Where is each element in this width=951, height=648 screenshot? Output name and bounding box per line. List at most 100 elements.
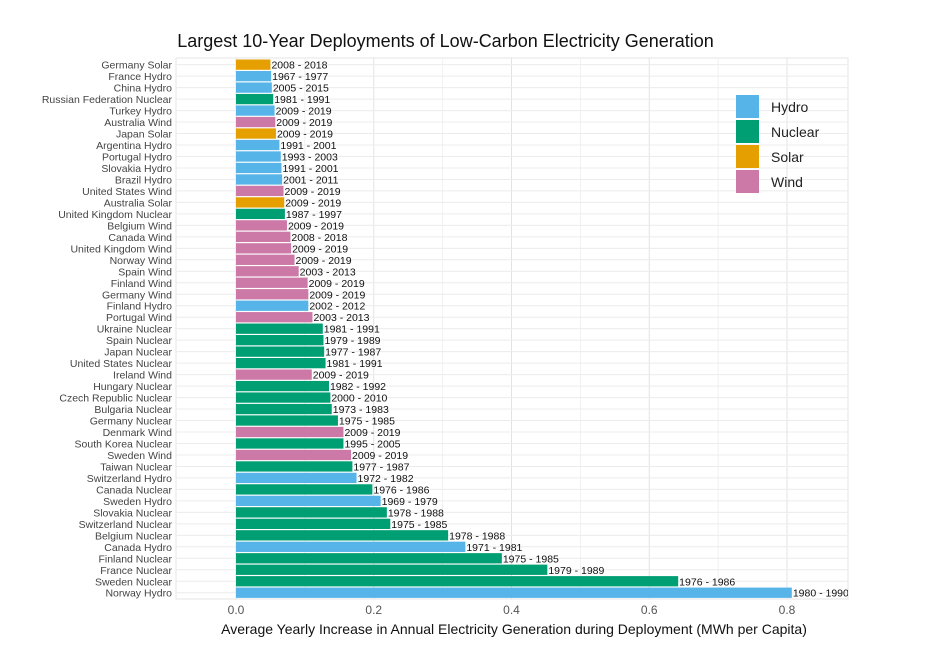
y-tick-label-china-hydro: China Hydro xyxy=(114,83,173,95)
bar-spain-wind xyxy=(236,266,299,277)
bar-finland-wind xyxy=(236,277,308,288)
period-label-france-hydro: 1967 - 1977 xyxy=(272,71,328,83)
bar-norway-hydro xyxy=(236,587,792,598)
bar-bulgaria-nuclear xyxy=(236,403,332,415)
y-tick-label-russian-federation-nuclear: Russian Federation Nuclear xyxy=(42,94,173,106)
y-tick-label-slovakia-hydro: Slovakia Hydro xyxy=(101,163,172,175)
y-tick-label-finland-wind: Finland Wind xyxy=(111,278,172,290)
period-label-taiwan-nuclear: 1977 - 1987 xyxy=(353,461,409,473)
y-tick-label-taiwan-nuclear: Taiwan Nuclear xyxy=(100,461,172,473)
y-tick-label-czech-republic-nuclear: Czech Republic Nuclear xyxy=(59,393,172,405)
period-label-japan-nuclear: 1977 - 1987 xyxy=(325,347,381,359)
bar-argentina-hydro xyxy=(236,139,280,151)
period-label-denmark-wind: 2009 - 2019 xyxy=(344,427,400,439)
y-tick-label-canada-wind: Canada Wind xyxy=(108,232,172,244)
legend-swatch-solar xyxy=(736,145,759,168)
period-label-portugal-hydro: 1993 - 2003 xyxy=(282,151,338,163)
period-label-france-nuclear: 1979 - 1989 xyxy=(548,565,604,577)
x-tick-label: 0.4 xyxy=(503,603,520,617)
period-label-portugal-wind: 2003 - 2013 xyxy=(313,312,369,324)
legend-item-hydro: Hydro xyxy=(736,94,836,119)
y-tick-label-united-kingdom-wind: United Kingdom Wind xyxy=(70,243,172,255)
period-label-hungary-nuclear: 1982 - 1992 xyxy=(330,381,386,393)
period-label-china-hydro: 2005 - 2015 xyxy=(273,83,329,95)
y-tick-label-france-hydro: France Hydro xyxy=(108,71,172,83)
chart-title: Largest 10-Year Deployments of Low-Carbo… xyxy=(177,31,714,51)
legend-label-hydro: Hydro xyxy=(771,98,809,115)
bar-china-hydro xyxy=(236,82,272,93)
period-label-slovakia-nuclear: 1978 - 1988 xyxy=(388,507,444,519)
bar-sweden-wind xyxy=(236,449,352,461)
bar-japan-nuclear xyxy=(236,346,325,357)
legend-item-wind: Wind xyxy=(736,169,836,194)
y-tick-label-brazil-hydro: Brazil Hydro xyxy=(115,174,172,186)
period-label-australia-solar: 2009 - 2019 xyxy=(285,197,341,209)
x-tick-labels: 0.0 0.2 0.4 0.6 0.8 xyxy=(228,603,796,617)
bar-czech-republic-nuclear xyxy=(236,392,331,403)
bar-united-kingdom-nuclear xyxy=(236,208,285,220)
period-label-norway-hydro: 1980 - 1990 xyxy=(793,588,849,600)
y-tick-label-south-korea-nuclear: South Korea Nuclear xyxy=(75,438,173,450)
bar-slovakia-nuclear xyxy=(236,507,387,518)
period-label-finland-hydro: 2002 - 2012 xyxy=(309,301,365,313)
period-label-finland-wind: 2009 - 2019 xyxy=(309,278,365,290)
y-tick-label-portugal-hydro: Portugal Hydro xyxy=(102,151,172,163)
bar-australia-solar xyxy=(236,197,285,208)
legend-item-solar: Solar xyxy=(736,144,836,169)
period-label-united-kingdom-nuclear: 1987 - 1997 xyxy=(286,209,342,221)
period-label-switzerland-hydro: 1972 - 1982 xyxy=(358,473,414,485)
legend: Hydro Nuclear Solar Wind xyxy=(736,94,836,194)
bar-united-states-nuclear xyxy=(236,357,326,369)
y-tick-label-spain-wind: Spain Wind xyxy=(118,266,172,278)
legend-label-wind: Wind xyxy=(771,173,803,190)
period-label-russian-federation-nuclear: 1981 - 1991 xyxy=(274,94,330,106)
y-tick-label-belgium-wind: Belgium Wind xyxy=(107,220,172,232)
period-label-germany-solar: 2008 - 2018 xyxy=(271,60,327,72)
period-label-sweden-hydro: 1969 - 1979 xyxy=(382,496,438,508)
bar-brazil-hydro xyxy=(236,174,283,185)
bar-south-korea-nuclear xyxy=(236,438,344,449)
period-label-canada-wind: 2008 - 2018 xyxy=(291,232,347,244)
y-tick-label-argentina-hydro: Argentina Hydro xyxy=(96,140,172,152)
period-label-finland-nuclear: 1975 - 1985 xyxy=(503,553,559,565)
period-label-united-states-nuclear: 1981 - 1991 xyxy=(327,358,383,370)
y-tick-label-finland-nuclear: Finland Nuclear xyxy=(98,553,172,565)
y-tick-label-australia-solar: Australia Solar xyxy=(104,197,173,209)
y-tick-label-ireland-wind: Ireland Wind xyxy=(113,370,172,382)
bar-canada-wind xyxy=(236,231,291,242)
bar-germany-wind xyxy=(236,289,309,300)
y-tick-label-hungary-nuclear: Hungary Nuclear xyxy=(93,381,172,393)
period-label-belgium-wind: 2009 - 2019 xyxy=(288,220,344,232)
y-tick-label-norway-wind: Norway Wind xyxy=(110,255,173,267)
y-tick-label-switzerland-nuclear: Switzerland Nuclear xyxy=(79,519,173,531)
period-label-brazil-hydro: 2001 - 2011 xyxy=(283,174,338,186)
period-label-ukraine-nuclear: 1981 - 1991 xyxy=(324,324,380,336)
y-tick-label-germany-nuclear: Germany Nuclear xyxy=(90,416,173,428)
y-tick-label-switzerland-hydro: Switzerland Hydro xyxy=(87,473,172,485)
bar-ireland-wind xyxy=(236,369,312,380)
bar-united-states-wind xyxy=(236,185,284,197)
legend-label-nuclear: Nuclear xyxy=(771,123,820,140)
period-label-germany-wind: 2009 - 2019 xyxy=(309,289,365,301)
y-tick-label-turkey-hydro: Turkey Hydro xyxy=(109,106,172,118)
period-label-canada-hydro: 1971 - 1981 xyxy=(466,542,522,554)
period-label-united-kingdom-wind: 2009 - 2019 xyxy=(292,243,348,255)
y-tick-label-sweden-nuclear: Sweden Nuclear xyxy=(95,576,173,588)
bar-hungary-nuclear xyxy=(236,380,329,392)
y-tick-label-japan-nuclear: Japan Nuclear xyxy=(104,347,172,359)
bar-germany-solar xyxy=(236,59,271,70)
y-tick-label-portugal-wind: Portugal Wind xyxy=(106,312,172,324)
bar-sweden-hydro xyxy=(236,495,381,507)
period-label-switzerland-nuclear: 1975 - 1985 xyxy=(391,519,447,531)
period-label-argentina-hydro: 1991 - 2001 xyxy=(280,140,336,152)
period-label-spain-nuclear: 1979 - 1989 xyxy=(324,335,380,347)
period-label-canada-nuclear: 1976 - 1986 xyxy=(373,484,429,496)
y-tick-label-canada-nuclear: Canada Nuclear xyxy=(96,484,172,496)
y-tick-label-germany-solar: Germany Solar xyxy=(101,60,172,72)
y-tick-label-denmark-wind: Denmark Wind xyxy=(103,427,173,439)
period-label-bulgaria-nuclear: 1973 - 1983 xyxy=(333,404,389,416)
y-tick-label-norway-hydro: Norway Hydro xyxy=(105,588,172,600)
bar-belgium-nuclear xyxy=(236,530,449,541)
legend-swatch-wind xyxy=(736,170,759,193)
